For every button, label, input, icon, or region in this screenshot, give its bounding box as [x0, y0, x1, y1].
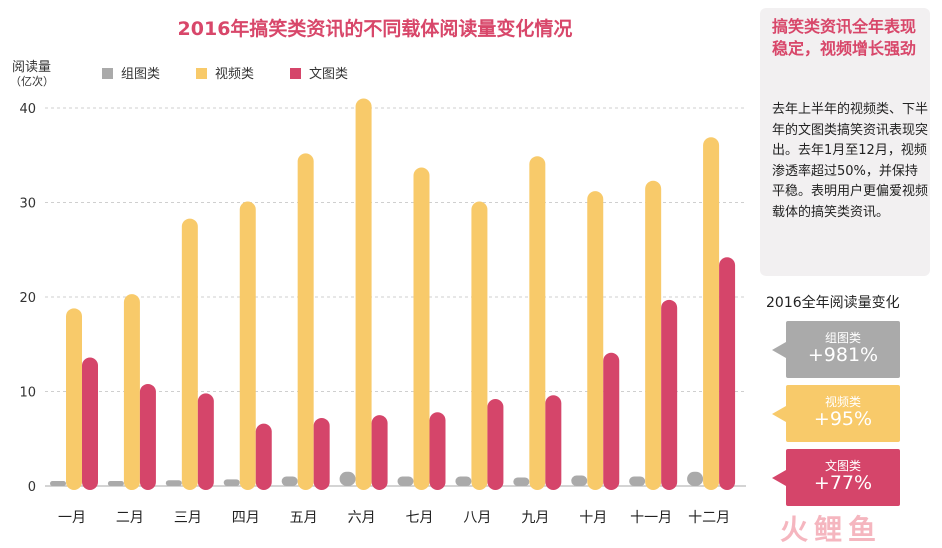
- bar-文图类: [313, 417, 330, 490]
- legend-swatch: [290, 68, 301, 79]
- y-tick-label: 20: [19, 291, 36, 306]
- bar-组图类: [50, 481, 66, 486]
- bar-文图类: [139, 383, 156, 490]
- y-axis-title: 阅读量: [12, 60, 51, 75]
- gridlines: [45, 107, 746, 392]
- summary-badge-photo: 组图类 +981%: [772, 321, 900, 378]
- summary-title: 2016全年阅读量变化: [766, 295, 900, 311]
- badge-change: +95%: [813, 408, 873, 430]
- bar-视频类: [529, 156, 546, 490]
- badge-arrow: [772, 470, 786, 486]
- bar-文图类: [82, 357, 98, 490]
- bar-视频类: [239, 201, 256, 490]
- bar-组图类: [339, 471, 356, 486]
- x-tick-label: 十二月: [688, 510, 730, 526]
- legend-label: 文图类: [309, 67, 348, 82]
- y-axis-unit: （亿次）: [10, 74, 54, 88]
- legend: 组图类 视频类 文图类: [102, 67, 348, 82]
- bar-文图类: [719, 257, 736, 490]
- bar-组图类: [513, 477, 530, 486]
- badge-change: +77%: [813, 472, 873, 494]
- axis: 0 10 20 30 40 阅读量（亿次） 一月 二月 三月 四月 五月 六月 七月 八月 九月 十月 十一月十…: [10, 60, 746, 526]
- x-tick-label: 九月: [521, 510, 549, 526]
- badge-name: 文图类: [824, 459, 861, 473]
- bar-视频类: [587, 191, 604, 490]
- x-tick-label: 八月: [463, 510, 491, 526]
- badge-arrow: [772, 342, 786, 358]
- legend-swatch: [102, 68, 113, 79]
- bar-组图类: [455, 476, 472, 486]
- summary-badge-video: 视频类 +95%: [772, 385, 900, 442]
- x-tick-label: 一月: [58, 510, 86, 526]
- y-tick-label: 10: [19, 386, 36, 401]
- bar-文图类: [603, 352, 620, 490]
- bar-视频类: [123, 294, 140, 490]
- bar-文图类: [371, 415, 388, 490]
- bar-文图类: [255, 423, 272, 490]
- bar-视频类: [181, 218, 198, 490]
- bar-组图类: [397, 476, 414, 486]
- chart: 0 10 20 30 40 阅读量（亿次） 一月 二月 三月 四月 五月 六月 七月 八月 九月 十月 十一月十…: [10, 60, 746, 526]
- axis-mask: [45, 487, 746, 493]
- x-tick-label: 七月: [406, 510, 434, 526]
- bar-文图类: [545, 395, 562, 490]
- legend-label: 视频类: [215, 67, 254, 82]
- bar-文图类: [487, 399, 504, 490]
- badge-name: 组图类: [824, 331, 861, 345]
- bar-文图类: [429, 412, 446, 490]
- badge-change: +981%: [807, 344, 879, 366]
- bar-文图类: [661, 299, 678, 490]
- bar-文图类: [197, 393, 214, 490]
- badge-arrow: [772, 406, 786, 422]
- x-tick-label: 十月: [579, 510, 607, 526]
- bar-组图类: [107, 481, 124, 486]
- bar-视频类: [66, 308, 82, 490]
- insight-body: 去年上半年的视频类、下半年的文图类搞笑资讯表现突出。去年1月至12月，视频渗透率…: [772, 102, 929, 220]
- y-tick-label: 40: [19, 102, 36, 117]
- bar-组图类: [571, 475, 588, 486]
- bar-视频类: [471, 201, 488, 490]
- legend-label: 组图类: [121, 67, 160, 82]
- x-tick-label: 十一月: [630, 510, 672, 526]
- x-tick-label: 二月: [116, 510, 144, 526]
- bar-视频类: [413, 167, 430, 490]
- bars: [50, 98, 736, 491]
- x-tick-label: 四月: [232, 510, 260, 526]
- bar-组图类: [629, 476, 646, 486]
- bar-视频类: [703, 137, 720, 491]
- y-tick-label: 0: [28, 480, 36, 495]
- watermark-logo: 火鲤鱼: [780, 513, 883, 546]
- bar-视频类: [355, 98, 372, 491]
- x-tick-label: 六月: [348, 510, 376, 526]
- y-tick-label: 30: [19, 197, 36, 212]
- insight-panel: 搞笑类资讯全年表现稳定，视频增长强劲 去年上半年的视频类、下半年的文图类搞笑资讯…: [760, 8, 930, 276]
- bar-组图类: [223, 479, 240, 486]
- bar-组图类: [165, 480, 182, 486]
- bar-组图类: [281, 476, 298, 486]
- legend-swatch: [196, 68, 207, 79]
- bar-视频类: [297, 153, 314, 491]
- badge-name: 视频类: [824, 395, 861, 409]
- insight-headline: 搞笑类资讯全年表现稳定，视频增长强劲: [772, 17, 917, 58]
- bar-组图类: [687, 471, 704, 486]
- bar-视频类: [645, 180, 662, 490]
- summary-badge-text: 文图类 +77%: [772, 449, 900, 506]
- chart-title: 2016年搞笑类资讯的不同载体阅读量变化情况: [177, 18, 573, 40]
- x-tick-label: 三月: [174, 510, 202, 526]
- x-tick-label: 五月: [290, 510, 318, 526]
